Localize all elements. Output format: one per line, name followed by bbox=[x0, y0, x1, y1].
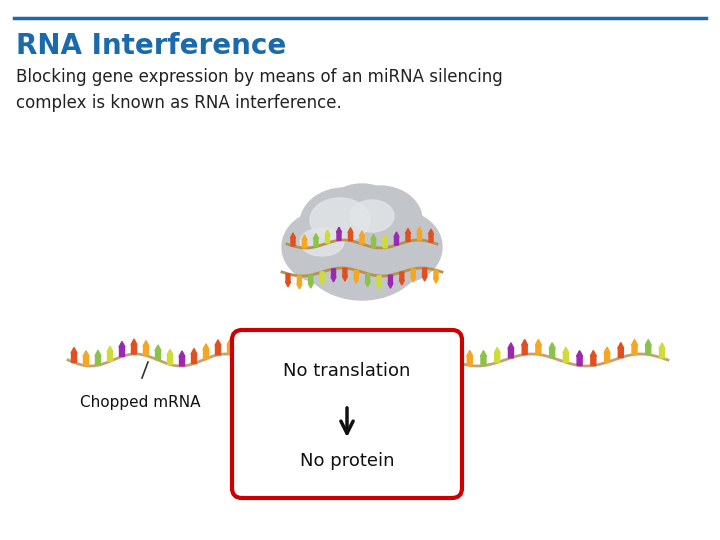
FancyArrow shape bbox=[410, 269, 415, 282]
FancyArrow shape bbox=[191, 348, 197, 363]
FancyArrow shape bbox=[631, 339, 637, 354]
FancyArrow shape bbox=[433, 270, 438, 283]
FancyArrow shape bbox=[336, 227, 341, 240]
FancyArrow shape bbox=[320, 272, 325, 285]
Ellipse shape bbox=[300, 188, 388, 260]
FancyArrow shape bbox=[377, 276, 382, 289]
FancyArrow shape bbox=[549, 343, 555, 357]
FancyArrow shape bbox=[382, 235, 387, 248]
FancyArrow shape bbox=[400, 272, 405, 285]
FancyArrow shape bbox=[308, 275, 313, 288]
FancyArrow shape bbox=[522, 340, 528, 354]
FancyArrow shape bbox=[348, 228, 353, 241]
FancyArrow shape bbox=[508, 343, 514, 358]
FancyArrow shape bbox=[155, 345, 161, 360]
FancyArrow shape bbox=[107, 346, 113, 361]
FancyArrow shape bbox=[313, 234, 318, 247]
FancyArrow shape bbox=[577, 350, 582, 366]
FancyArrow shape bbox=[422, 268, 427, 281]
FancyArrow shape bbox=[604, 347, 610, 362]
FancyArrow shape bbox=[143, 341, 149, 355]
FancyArrow shape bbox=[536, 340, 541, 354]
Text: No translation: No translation bbox=[283, 362, 410, 380]
Ellipse shape bbox=[324, 184, 400, 244]
FancyArrow shape bbox=[359, 231, 364, 244]
FancyArrow shape bbox=[71, 347, 77, 362]
FancyArrow shape bbox=[388, 275, 393, 288]
FancyArrow shape bbox=[394, 232, 399, 245]
FancyArrow shape bbox=[343, 268, 348, 281]
Ellipse shape bbox=[350, 200, 394, 232]
FancyArrow shape bbox=[95, 350, 101, 365]
FancyArrow shape bbox=[302, 235, 307, 248]
FancyArrow shape bbox=[480, 350, 487, 366]
Ellipse shape bbox=[338, 186, 422, 254]
Text: Chopped mRNA: Chopped mRNA bbox=[80, 395, 200, 410]
Ellipse shape bbox=[358, 211, 442, 283]
FancyBboxPatch shape bbox=[232, 330, 462, 498]
FancyArrow shape bbox=[227, 339, 233, 354]
FancyArrow shape bbox=[290, 233, 295, 246]
Ellipse shape bbox=[310, 198, 370, 242]
FancyArrow shape bbox=[467, 350, 473, 366]
FancyArrow shape bbox=[371, 234, 376, 247]
Ellipse shape bbox=[300, 204, 424, 300]
FancyArrow shape bbox=[354, 271, 359, 284]
FancyArrow shape bbox=[405, 228, 410, 241]
FancyArrow shape bbox=[297, 276, 302, 289]
FancyArrow shape bbox=[494, 347, 500, 362]
FancyArrow shape bbox=[417, 227, 422, 240]
FancyArrow shape bbox=[215, 340, 221, 355]
FancyArrow shape bbox=[83, 350, 89, 366]
FancyArrow shape bbox=[453, 347, 459, 362]
FancyArrow shape bbox=[590, 350, 596, 366]
FancyArrow shape bbox=[167, 349, 173, 364]
FancyArrow shape bbox=[325, 230, 330, 243]
FancyArrow shape bbox=[428, 229, 433, 242]
FancyArrow shape bbox=[239, 342, 245, 357]
FancyArrow shape bbox=[659, 343, 665, 358]
FancyArrow shape bbox=[179, 351, 185, 366]
Text: RNA Interference: RNA Interference bbox=[16, 32, 287, 60]
FancyArrow shape bbox=[645, 340, 652, 355]
Text: Blocking gene expression by means of an miRNA silencing
complex is known as RNA : Blocking gene expression by means of an … bbox=[16, 68, 503, 112]
Text: No protein: No protein bbox=[300, 452, 395, 470]
Ellipse shape bbox=[282, 211, 366, 283]
FancyArrow shape bbox=[331, 269, 336, 282]
FancyArrow shape bbox=[119, 341, 125, 356]
FancyArrow shape bbox=[365, 274, 370, 287]
FancyArrow shape bbox=[286, 274, 290, 287]
FancyArrow shape bbox=[131, 339, 137, 354]
Ellipse shape bbox=[300, 228, 344, 256]
FancyArrow shape bbox=[618, 342, 624, 357]
FancyArrow shape bbox=[203, 344, 209, 359]
FancyArrow shape bbox=[563, 347, 569, 362]
